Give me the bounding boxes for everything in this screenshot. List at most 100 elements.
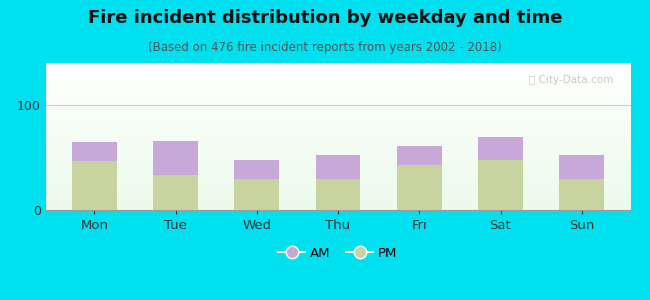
Bar (46, 150, 630, 151)
Bar (46, 130, 630, 131)
Bar (46, 117, 630, 118)
Bar (46, 161, 630, 162)
Bar (46, 195, 630, 196)
Bar (46, 182, 630, 183)
Bar (46, 120, 630, 121)
Bar (46, 140, 630, 141)
Legend: AM, PM: AM, PM (273, 242, 403, 265)
Bar (46, 89, 630, 90)
Bar (46, 64, 630, 65)
Bar (46, 100, 630, 101)
Bar (560, 155, 604, 178)
Bar (46, 113, 630, 114)
Bar (46, 164, 630, 165)
Bar (46, 200, 630, 201)
Bar (46, 136, 630, 137)
Bar (72, 142, 116, 161)
Bar (46, 93, 630, 94)
Bar (46, 102, 630, 103)
Bar (46, 147, 630, 148)
Bar (478, 160, 523, 210)
Bar (46, 158, 630, 159)
Bar (46, 180, 630, 181)
Bar (46, 81, 630, 82)
Bar (46, 171, 630, 172)
Bar (46, 152, 630, 153)
Bar (235, 178, 279, 210)
Bar (46, 116, 630, 117)
Bar (46, 149, 630, 150)
Bar (46, 83, 630, 84)
Bar (46, 88, 630, 89)
Text: Ⓣ City-Data.com: Ⓣ City-Data.com (528, 75, 613, 85)
Bar (46, 181, 630, 182)
Bar (46, 98, 630, 99)
Bar (46, 201, 630, 202)
Bar (46, 193, 630, 194)
Bar (46, 100, 630, 101)
Bar (46, 196, 630, 197)
Bar (46, 187, 630, 188)
Bar (46, 101, 630, 102)
Bar (46, 118, 630, 119)
Bar (46, 128, 630, 129)
Bar (46, 127, 630, 128)
Bar (46, 205, 630, 206)
Bar (235, 160, 279, 178)
Bar (46, 168, 630, 169)
Bar (46, 106, 630, 107)
Bar (46, 198, 630, 199)
Bar (46, 199, 630, 200)
Bar (46, 162, 630, 163)
Bar (46, 191, 630, 192)
Bar (46, 174, 630, 175)
Bar (46, 80, 630, 81)
Bar (46, 209, 630, 210)
Bar (46, 167, 630, 168)
Bar (46, 96, 630, 97)
Bar (46, 165, 630, 166)
Bar (397, 165, 441, 210)
Bar (153, 141, 198, 175)
Bar (46, 138, 630, 139)
Bar (46, 202, 630, 203)
Bar (46, 99, 630, 100)
Bar (46, 145, 630, 146)
Bar (46, 108, 630, 109)
Bar (46, 86, 630, 87)
Bar (46, 77, 630, 78)
Bar (72, 161, 116, 210)
Bar (46, 107, 630, 108)
Bar (46, 124, 630, 125)
Bar (46, 115, 630, 116)
Bar (46, 159, 630, 160)
Bar (46, 91, 630, 92)
Bar (46, 160, 630, 161)
Bar (46, 79, 630, 80)
Bar (46, 204, 630, 205)
Bar (46, 203, 630, 204)
Bar (46, 92, 630, 93)
Bar (46, 76, 630, 77)
Bar (46, 163, 630, 164)
Bar (46, 121, 630, 122)
Bar (46, 153, 630, 154)
Bar (560, 178, 604, 210)
Bar (46, 170, 630, 171)
Bar (46, 111, 630, 112)
Bar (46, 143, 630, 144)
Bar (46, 134, 630, 135)
Bar (46, 95, 630, 96)
Bar (46, 179, 630, 180)
Bar (46, 109, 630, 110)
Bar (46, 75, 630, 76)
Bar (46, 156, 630, 157)
Bar (46, 90, 630, 91)
Bar (46, 122, 630, 123)
Bar (46, 110, 630, 111)
Bar (46, 208, 630, 209)
Bar (46, 173, 630, 174)
Bar (46, 112, 630, 113)
Bar (46, 94, 630, 95)
Bar (46, 70, 630, 71)
